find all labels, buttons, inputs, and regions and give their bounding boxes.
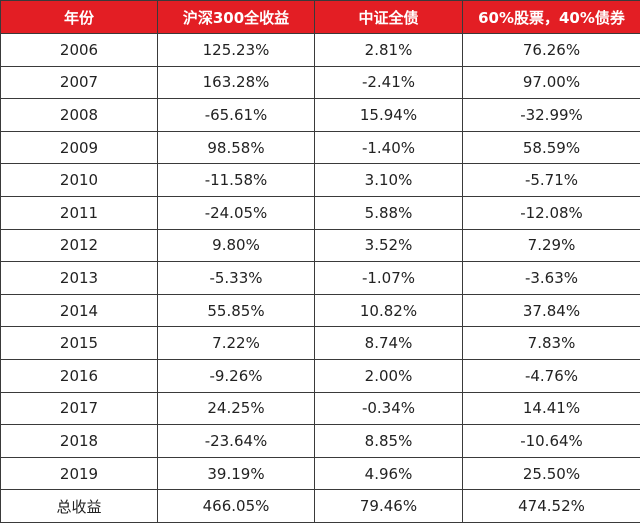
cell-portfolio: -10.64% [463,425,640,458]
cell-portfolio: -32.99% [463,99,640,132]
table-row: 2007 163.28% -2.41% 97.00% [1,66,640,99]
cell-csi300: -11.58% [158,164,315,197]
cell-year: 2008 [1,99,158,132]
cell-bond: 5.88% [315,196,463,229]
cell-csi300: 55.85% [158,294,315,327]
cell-portfolio: -3.63% [463,262,640,295]
cell-year: 2015 [1,327,158,360]
cell-bond: 8.74% [315,327,463,360]
cell-total-label: 总收益 [1,490,158,523]
cell-csi300: 7.22% [158,327,315,360]
cell-csi300: -65.61% [158,99,315,132]
cell-csi300: 9.80% [158,229,315,262]
cell-bond-total: 79.46% [315,490,463,523]
cell-bond: 4.96% [315,457,463,490]
table-row: 2012 9.80% 3.52% 7.29% [1,229,640,262]
cell-portfolio: -12.08% [463,196,640,229]
header-csi300-total-return: 沪深300全收益 [158,1,315,34]
cell-csi300: 98.58% [158,131,315,164]
cell-year: 2009 [1,131,158,164]
cell-csi300: -23.64% [158,425,315,458]
table-row: 2017 24.25% -0.34% 14.41% [1,392,640,425]
cell-year: 2012 [1,229,158,262]
table-row: 2014 55.85% 10.82% 37.84% [1,294,640,327]
cell-bond: -0.34% [315,392,463,425]
cell-bond: 3.10% [315,164,463,197]
cell-bond: 2.00% [315,359,463,392]
table-row: 2016 -9.26% 2.00% -4.76% [1,359,640,392]
table-row: 2018 -23.64% 8.85% -10.64% [1,425,640,458]
cell-year: 2006 [1,34,158,67]
cell-year: 2014 [1,294,158,327]
table-row: 2013 -5.33% -1.07% -3.63% [1,262,640,295]
cell-year: 2013 [1,262,158,295]
cell-bond: 2.81% [315,34,463,67]
cell-portfolio-total: 474.52% [463,490,640,523]
cell-year: 2019 [1,457,158,490]
cell-portfolio: -5.71% [463,164,640,197]
cell-portfolio: 14.41% [463,392,640,425]
cell-bond: -1.07% [315,262,463,295]
cell-portfolio: -4.76% [463,359,640,392]
cell-bond: -1.40% [315,131,463,164]
total-row: 总收益 466.05% 79.46% 474.52% [1,490,640,523]
cell-year: 2017 [1,392,158,425]
header-csi-aggregate-bond: 中证全债 [315,1,463,34]
cell-csi300: 39.19% [158,457,315,490]
table-header: 年份 沪深300全收益 中证全债 60%股票，40%债券 [1,1,640,34]
table-row: 2006 125.23% 2.81% 76.26% [1,34,640,67]
cell-year: 2018 [1,425,158,458]
cell-bond: -2.41% [315,66,463,99]
cell-csi300: 125.23% [158,34,315,67]
cell-portfolio: 25.50% [463,457,640,490]
cell-year: 2007 [1,66,158,99]
cell-year: 2011 [1,196,158,229]
header-row: 年份 沪深300全收益 中证全债 60%股票，40%债券 [1,1,640,34]
table-row: 2008 -65.61% 15.94% -32.99% [1,99,640,132]
cell-csi300: 24.25% [158,392,315,425]
cell-csi300: -9.26% [158,359,315,392]
table-body: 2006 125.23% 2.81% 76.26% 2007 163.28% -… [1,34,640,523]
header-year: 年份 [1,1,158,34]
cell-portfolio: 97.00% [463,66,640,99]
cell-bond: 10.82% [315,294,463,327]
cell-csi300: 163.28% [158,66,315,99]
table-row: 2010 -11.58% 3.10% -5.71% [1,164,640,197]
table-row: 2015 7.22% 8.74% 7.83% [1,327,640,360]
cell-portfolio: 58.59% [463,131,640,164]
cell-year: 2010 [1,164,158,197]
header-60-40-portfolio: 60%股票，40%债券 [463,1,640,34]
table-row: 2011 -24.05% 5.88% -12.08% [1,196,640,229]
cell-year: 2016 [1,359,158,392]
cell-portfolio: 7.83% [463,327,640,360]
cell-csi300: -24.05% [158,196,315,229]
cell-portfolio: 37.84% [463,294,640,327]
table-row: 2009 98.58% -1.40% 58.59% [1,131,640,164]
cell-bond: 15.94% [315,99,463,132]
cell-csi300: -5.33% [158,262,315,295]
cell-portfolio: 76.26% [463,34,640,67]
cell-bond: 8.85% [315,425,463,458]
cell-bond: 3.52% [315,229,463,262]
cell-portfolio: 7.29% [463,229,640,262]
cell-csi300-total: 466.05% [158,490,315,523]
table-row: 2019 39.19% 4.96% 25.50% [1,457,640,490]
